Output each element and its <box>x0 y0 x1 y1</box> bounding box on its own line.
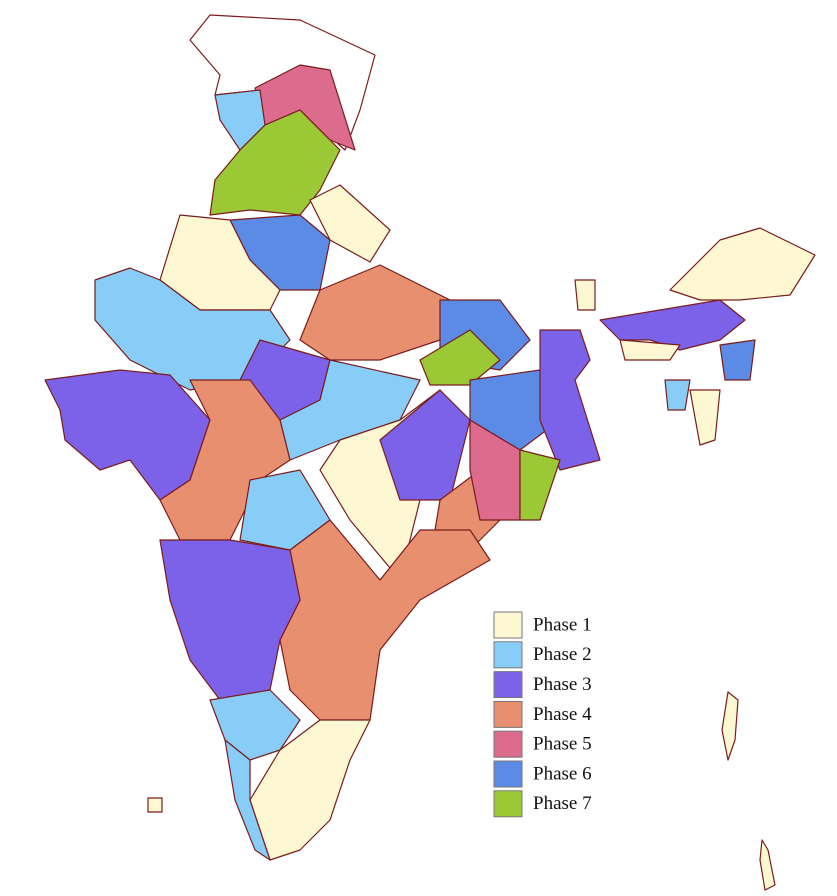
legend-swatch <box>493 611 523 639</box>
region <box>224 739 271 861</box>
region <box>419 329 501 386</box>
region <box>279 359 421 461</box>
region <box>147 797 163 813</box>
region <box>599 299 746 351</box>
legend-swatch <box>493 671 523 699</box>
region <box>664 379 691 411</box>
legend-swatch <box>493 730 523 758</box>
legend-swatch <box>493 641 523 669</box>
legend: Phase 1 Phase 2 Phase 3 Phase 4 Phase 5 Phase… <box>493 611 592 818</box>
region <box>539 329 601 471</box>
region <box>619 339 681 361</box>
legend-swatch <box>493 700 523 728</box>
legend-swatch <box>493 790 523 818</box>
region-group <box>44 14 816 891</box>
legend-label: Phase 5 <box>533 734 592 755</box>
region <box>94 267 291 391</box>
region <box>469 369 561 451</box>
legend-label: Phase 4 <box>533 704 592 725</box>
region <box>469 419 521 521</box>
legend-label: Phase 3 <box>533 674 592 695</box>
region <box>669 227 816 301</box>
region <box>689 389 721 446</box>
region <box>299 264 451 361</box>
region <box>44 369 211 501</box>
legend-label: Phase 7 <box>533 793 592 814</box>
region <box>379 389 471 501</box>
region <box>159 539 301 701</box>
legend-label: Phase 2 <box>533 644 592 665</box>
region <box>309 184 391 263</box>
region <box>719 339 756 381</box>
legend-swatch <box>493 760 523 788</box>
region <box>574 279 596 311</box>
region <box>279 519 491 721</box>
legend-label: Phase 6 <box>533 763 592 784</box>
region <box>519 449 561 521</box>
region <box>759 839 776 891</box>
region <box>721 691 739 761</box>
legend-label: Phase 1 <box>533 614 592 635</box>
region <box>209 109 341 216</box>
